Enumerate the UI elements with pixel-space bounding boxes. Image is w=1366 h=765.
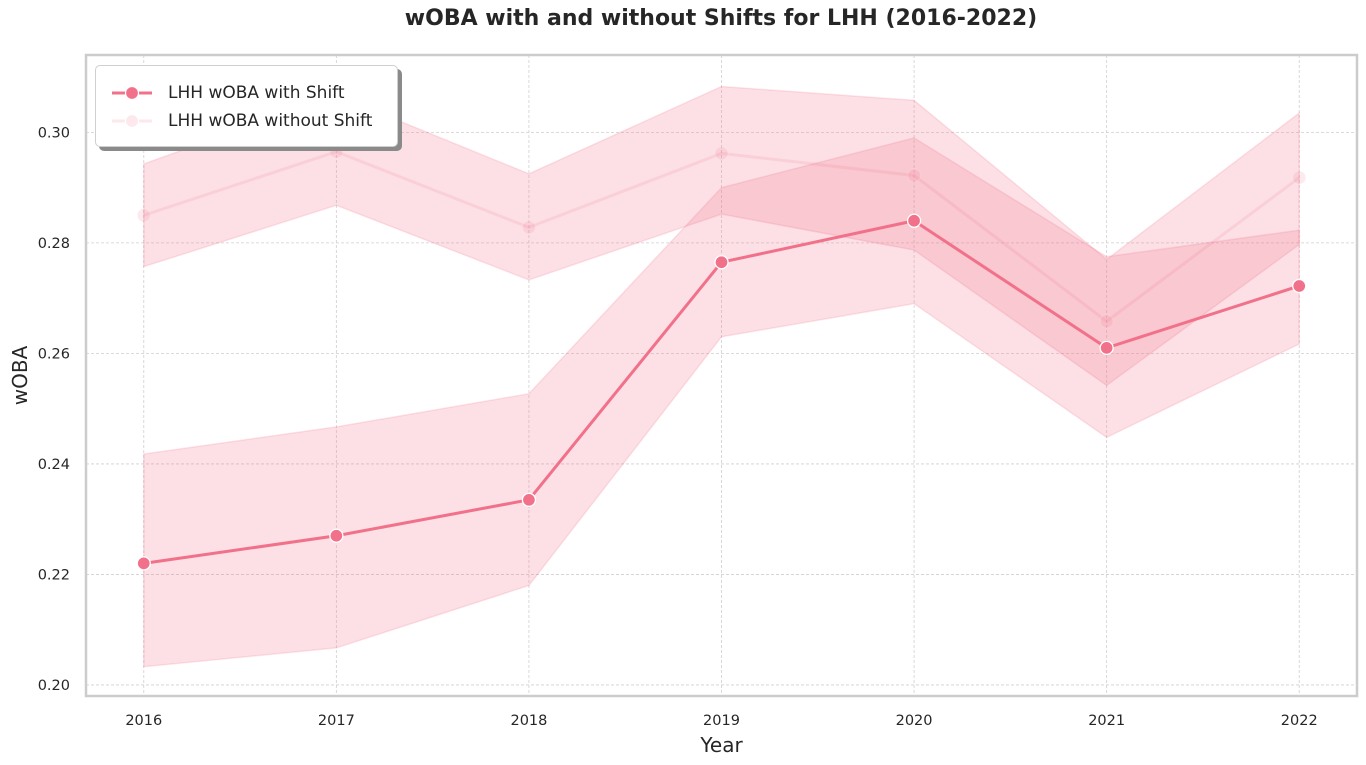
legend-item-with-shift: LHH wOBA with Shift (110, 81, 345, 105)
x-tick-label: 2017 (318, 713, 355, 729)
y-axis-label: wOBA (8, 345, 32, 405)
data-point-with-shift (714, 255, 729, 270)
y-tick-label: 0.28 (38, 236, 70, 252)
data-point-without-shift (906, 168, 922, 183)
legend-label-without-shift: LHH wOBA without Shift (168, 111, 373, 131)
data-point-without-shift (1292, 170, 1307, 185)
x-tick-label: 2018 (510, 713, 547, 729)
legend-label-with-shift: LHH wOBA with Shift (168, 83, 345, 103)
data-point-with-shift (1099, 340, 1114, 356)
series-line-without-shift (143, 150, 1301, 323)
legend-item-without-shift: LHH wOBA without Shift (110, 109, 372, 133)
x-tick-label: 2016 (125, 713, 162, 729)
x-axis-ticks: 2016 2017 2018 2019 2020 2021 2022 (125, 713, 1317, 729)
x-axis-label: Year (699, 733, 743, 757)
chart-title: wOBA with and without Shifts for LHH (20… (404, 6, 1038, 31)
legend-swatch-with-shift (112, 85, 152, 101)
y-tick-label: 0.24 (38, 457, 70, 473)
series-markers (136, 144, 1307, 571)
y-tick-label: 0.30 (38, 125, 70, 141)
confidence-band-with-shift (143, 137, 1300, 668)
data-point-without-shift (329, 144, 344, 159)
data-point-with-shift (521, 492, 537, 507)
confidence-bands (143, 85, 1300, 668)
data-point-without-shift (136, 208, 151, 223)
confidence-band-without-shift (143, 85, 1300, 387)
data-point-without-shift (714, 146, 729, 161)
y-axis-ticks: 0.20 0.22 0.24 0.26 0.28 0.30 (38, 125, 70, 694)
data-point-without-shift (1099, 314, 1114, 329)
data-point-with-shift (329, 528, 344, 543)
x-tick-label: 2021 (1088, 713, 1125, 729)
x-tick-label: 2022 (1281, 713, 1318, 729)
y-tick-label: 0.22 (38, 567, 70, 583)
x-tick-label: 2020 (896, 713, 933, 729)
data-point-with-shift (1292, 278, 1307, 294)
data-point-with-shift (906, 213, 922, 228)
y-tick-label: 0.20 (38, 678, 70, 694)
data-point-with-shift (136, 556, 151, 571)
legend: LHH wOBA with Shift LHH wOBA without Shi… (95, 65, 398, 147)
x-tick-label: 2019 (703, 713, 740, 729)
legend-swatch-without-shift (112, 113, 152, 129)
data-point-without-shift (521, 220, 537, 235)
y-tick-label: 0.26 (38, 346, 70, 362)
gridlines (86, 55, 1357, 696)
